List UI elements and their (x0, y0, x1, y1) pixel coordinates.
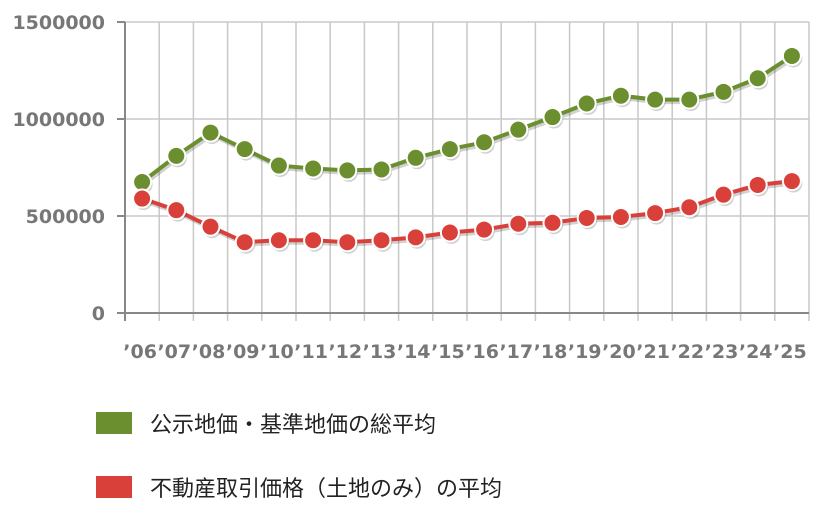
x-tick-label: ’24 (739, 341, 773, 363)
data-point[interactable] (474, 132, 495, 153)
data-point[interactable] (645, 89, 666, 110)
data-point[interactable] (200, 216, 221, 237)
data-point[interactable] (200, 122, 221, 143)
series-0 (132, 45, 803, 194)
x-tick-label: ’13 (363, 341, 397, 363)
data-point[interactable] (439, 222, 460, 243)
data-point[interactable] (234, 232, 255, 253)
series-line-shadow (142, 56, 795, 187)
data-point[interactable] (781, 171, 802, 192)
y-tick-labels: 1500000 1000000 500000 0 (12, 12, 105, 325)
data-point[interactable] (508, 119, 529, 140)
x-tick-label: ’09 (226, 341, 260, 363)
y-tick-label: 1500000 (12, 12, 105, 34)
x-tick-label: ’25 (773, 341, 807, 363)
data-point[interactable] (576, 207, 597, 228)
data-point[interactable] (542, 107, 563, 128)
legend-item-transaction-price-average[interactable]: 不動産取引価格（土地のみ）の平均 (96, 467, 502, 507)
y-tick-label: 0 (92, 303, 105, 325)
x-tick-label: ’23 (705, 341, 739, 363)
data-point[interactable] (234, 139, 255, 160)
x-tick-labels: ’06’07’08’09’10’11’12’13’14’15’16’17’18’… (123, 341, 806, 363)
data-point[interactable] (371, 230, 392, 251)
x-tick-label: ’07 (157, 341, 191, 363)
x-tick-label: ’19 (568, 341, 602, 363)
x-tick-label: ’18 (534, 341, 568, 363)
data-point[interactable] (508, 213, 529, 234)
x-tick-label: ’17 (499, 341, 533, 363)
x-tick-label: ’15 (431, 341, 465, 363)
data-point[interactable] (679, 89, 700, 110)
data-point[interactable] (713, 184, 734, 205)
x-tick-label: ’16 (465, 341, 499, 363)
data-point[interactable] (268, 230, 289, 251)
legend-swatch-red (96, 476, 132, 498)
data-point[interactable] (610, 206, 631, 227)
x-tick-label: ’11 (294, 341, 328, 363)
data-point[interactable] (371, 159, 392, 180)
legend-label: 公示地価・基準地価の総平均 (150, 413, 437, 438)
y-tick-label: 1000000 (12, 109, 105, 131)
x-tick-label: ’21 (636, 341, 670, 363)
data-point[interactable] (303, 158, 324, 179)
data-point[interactable] (645, 203, 666, 224)
data-point[interactable] (132, 188, 153, 209)
data-point[interactable] (781, 45, 802, 66)
line-chart: 1500000 1000000 500000 0 ’06’07’08’09’10’11… (12, 12, 810, 363)
data-point[interactable] (747, 174, 768, 195)
data-point[interactable] (337, 232, 358, 253)
data-point[interactable] (747, 68, 768, 89)
axes (117, 21, 809, 321)
data-point[interactable] (405, 227, 426, 248)
data-point[interactable] (679, 197, 700, 218)
data-point[interactable] (132, 172, 153, 193)
x-tick-label: ’22 (670, 341, 704, 363)
x-tick-label: ’20 (602, 341, 636, 363)
data-point[interactable] (405, 147, 426, 168)
y-tick-label: 500000 (26, 206, 105, 228)
data-point[interactable] (166, 145, 187, 166)
x-tick-label: ’08 (192, 341, 226, 363)
series-1 (132, 171, 803, 254)
data-point[interactable] (610, 85, 631, 106)
legend-item-land-price-average[interactable]: 公示地価・基準地価の総平均 (96, 403, 502, 443)
x-tick-label: ’12 (328, 341, 362, 363)
series-lines (132, 45, 803, 254)
data-point[interactable] (713, 81, 734, 102)
legend: 公示地価・基準地価の総平均 不動産取引価格（土地のみ）の平均 (96, 403, 502, 531)
data-point[interactable] (337, 160, 358, 181)
data-point[interactable] (542, 212, 563, 233)
data-point[interactable] (474, 219, 495, 240)
data-point[interactable] (576, 93, 597, 114)
data-point[interactable] (303, 230, 324, 251)
x-tick-label: ’14 (397, 341, 431, 363)
grid (125, 21, 810, 321)
legend-swatch-green (96, 412, 132, 434)
data-point[interactable] (268, 155, 289, 176)
legend-label: 不動産取引価格（土地のみ）の平均 (150, 477, 503, 502)
data-point[interactable] (439, 139, 460, 160)
data-point[interactable] (166, 200, 187, 221)
x-tick-label: ’10 (260, 341, 294, 363)
x-tick-label: ’06 (123, 341, 157, 363)
